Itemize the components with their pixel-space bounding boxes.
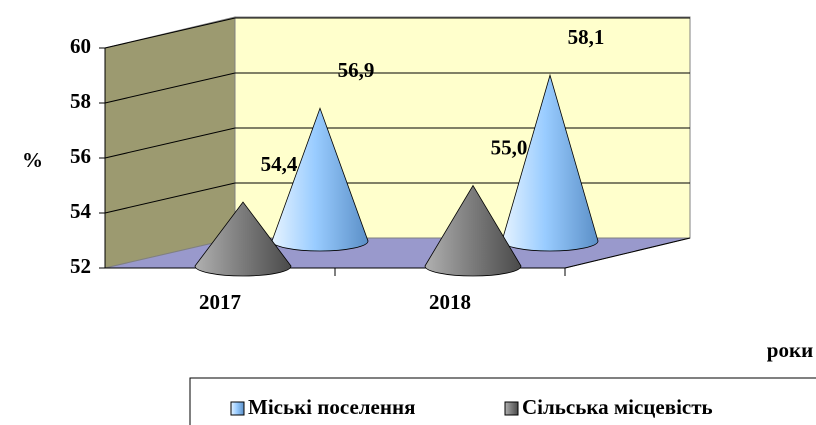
value-label: 56,9 [338, 58, 375, 82]
grid-line [104, 182, 236, 214]
grid-line [104, 17, 236, 49]
legend [189, 377, 816, 425]
x-tick-label: 2018 [429, 290, 471, 314]
cone [194, 201, 292, 277]
y-tick-label: 58 [70, 89, 91, 113]
legend-swatch [504, 401, 519, 416]
y-tick-label: 54 [70, 199, 92, 223]
legend-label: Сільська місцевість [522, 395, 713, 419]
legend-swatch [230, 401, 245, 416]
x-axis-label: роки [767, 338, 813, 362]
cone [271, 107, 369, 252]
grid-line [104, 72, 236, 104]
y-tick-label: 60 [70, 34, 91, 58]
grid-line [104, 127, 236, 159]
legend-label: Міські поселення [248, 395, 415, 419]
x-axis-depth [564, 237, 691, 269]
y-tick-label: 52 [70, 254, 91, 278]
value-label: 55,0 [491, 135, 528, 159]
y-tick-label: 56 [70, 144, 91, 168]
value-label: 54,4 [261, 152, 298, 176]
value-label: 58,1 [568, 25, 605, 49]
cone [424, 184, 522, 277]
y-axis-label: % [22, 148, 43, 172]
x-tick-label: 2017 [199, 290, 241, 314]
